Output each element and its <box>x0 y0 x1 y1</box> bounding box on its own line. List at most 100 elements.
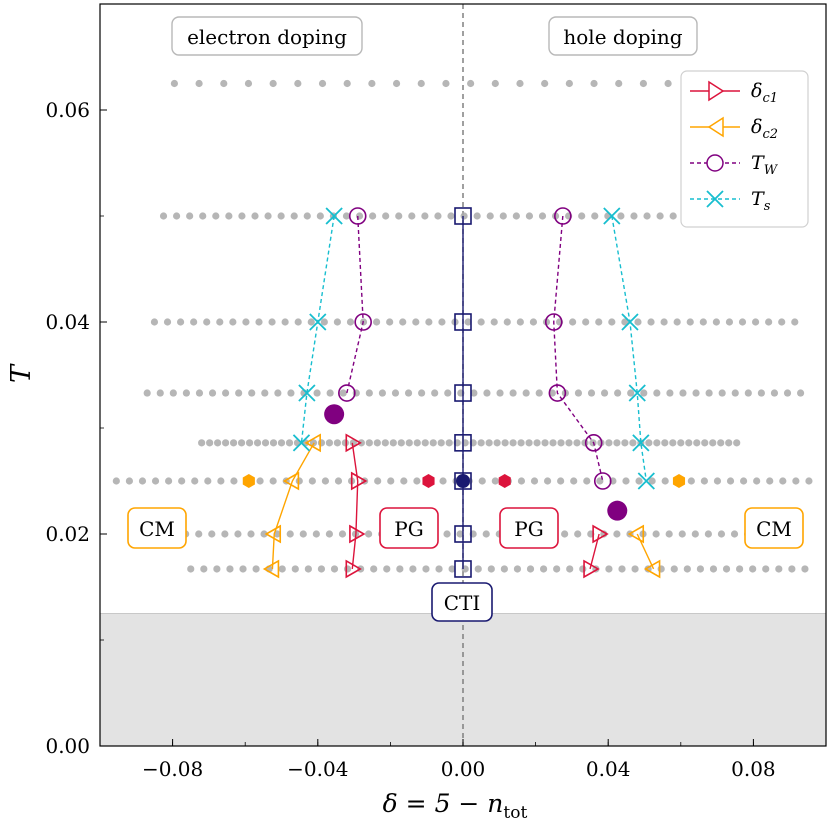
grid-point <box>618 565 626 573</box>
label-cm-left: CM <box>127 507 187 549</box>
hexagon-marker <box>498 474 511 488</box>
grid-point <box>744 389 752 397</box>
grid-point <box>448 565 456 573</box>
grid-point <box>382 212 390 220</box>
label-pg-left: PG <box>379 507 439 549</box>
grid-point <box>373 318 381 326</box>
grid-point <box>220 79 228 88</box>
grid-point <box>669 212 677 220</box>
grid-point <box>198 439 206 447</box>
grid-point <box>221 530 229 538</box>
grid-point <box>195 79 203 88</box>
grid-point <box>238 212 246 220</box>
grid-point <box>235 389 243 397</box>
grid-point <box>630 212 638 220</box>
grid-point <box>230 477 238 485</box>
grid-point <box>178 477 186 485</box>
grid-point <box>237 439 246 447</box>
grid-point <box>656 212 664 220</box>
x-marker <box>621 313 639 331</box>
y-tick-label: 0.02 <box>45 522 90 546</box>
grid-point <box>268 318 276 326</box>
series-line <box>271 442 315 570</box>
grid-point <box>664 79 672 88</box>
open-circle-marker <box>354 313 372 331</box>
grid-point <box>557 477 565 485</box>
grid-point <box>792 477 800 485</box>
grid-point <box>431 389 439 397</box>
grid-point <box>513 565 522 573</box>
grid-point <box>413 477 421 485</box>
label-electron-doping: electron doping <box>171 16 363 56</box>
grid-point <box>151 477 160 485</box>
grid-point <box>200 565 208 573</box>
grid-point <box>751 318 760 326</box>
grid-point <box>221 439 230 447</box>
grid-point <box>591 212 599 220</box>
grid-point <box>214 439 222 447</box>
grid-point <box>796 389 805 397</box>
grid-point <box>483 389 491 397</box>
grid-point <box>391 389 400 397</box>
label-hole-doping-text: hole doping <box>563 25 682 49</box>
grid-point <box>308 477 316 485</box>
grid-point <box>613 439 621 447</box>
grid-point <box>600 389 609 397</box>
grid-point <box>613 530 621 538</box>
grid-point <box>608 318 616 326</box>
grid-point <box>557 439 565 447</box>
grid-point <box>277 212 285 220</box>
grid-point <box>251 212 259 220</box>
grid-point <box>187 565 195 573</box>
svg-text:δc2: δc2 <box>751 116 778 142</box>
open-square-marker <box>454 525 472 543</box>
grid-point <box>587 389 596 397</box>
legend-sub-delta-c2: c2 <box>762 127 778 142</box>
grid-point <box>717 530 726 538</box>
grid-point <box>317 439 326 447</box>
grid-point <box>615 79 623 88</box>
grid-point <box>693 439 701 447</box>
grid-point <box>190 318 198 326</box>
grid-point <box>405 439 413 447</box>
open-square-marker <box>454 560 472 578</box>
grid-point <box>595 318 603 326</box>
grid-point <box>434 212 442 220</box>
triangle-left-marker <box>264 524 282 544</box>
grid-point <box>387 477 395 485</box>
y-tick-label: 0.00 <box>45 734 90 758</box>
triangle-left-marker <box>627 524 645 544</box>
label-pg-right-text: PG <box>514 517 543 541</box>
grid-point <box>541 439 549 447</box>
grid-point <box>176 318 185 326</box>
x-marker <box>325 207 343 225</box>
grid-point <box>503 318 511 326</box>
grid-point <box>163 318 172 326</box>
grid-point <box>260 530 268 538</box>
grid-point <box>150 318 159 326</box>
grid-point <box>566 565 574 573</box>
grid-point <box>639 79 648 88</box>
grid-point <box>496 389 504 397</box>
grid-point <box>590 79 598 88</box>
grid-point <box>156 389 164 397</box>
grid-point <box>691 530 699 538</box>
grid-point <box>285 439 294 447</box>
label-cm-right-text: CM <box>756 517 792 541</box>
grid-point <box>516 318 524 326</box>
y-axis-label: T <box>6 363 37 383</box>
grid-point <box>736 565 744 573</box>
grid-point <box>330 565 339 573</box>
grid-point <box>439 477 447 485</box>
grid-point <box>343 565 352 573</box>
grid-point <box>425 318 433 326</box>
grid-point <box>295 477 303 485</box>
grid-point <box>212 212 220 220</box>
grid-point <box>281 318 289 326</box>
grid-point <box>341 439 349 447</box>
grid-point <box>291 565 299 573</box>
grid-point <box>383 565 391 573</box>
grid-point <box>579 565 587 573</box>
grid-point <box>491 79 499 88</box>
grid-point <box>368 79 376 88</box>
